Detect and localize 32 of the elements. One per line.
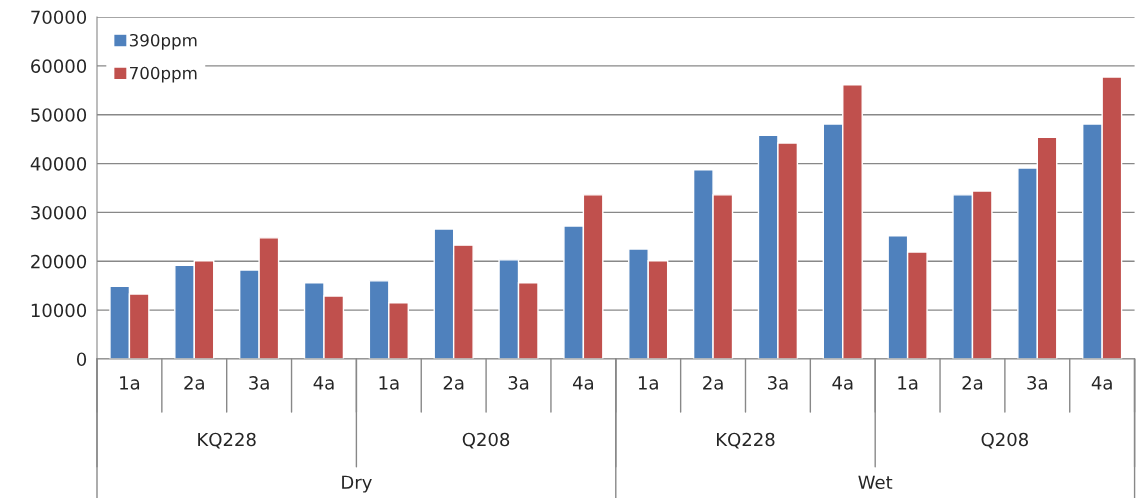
x-tick-label: 1a [120,376,140,390]
y-tick-label: 10000 [31,303,87,318]
text: Wet [858,475,893,490]
x-tick-label: 3a [249,375,269,390]
x-tick-label: 2a [703,375,723,390]
x-tick-label: 2a [184,375,204,390]
y-tick-label: 60000 [31,59,87,73]
text: KQ228 [717,432,775,449]
y-tick-label: 70000 [31,10,87,25]
y-tick-label: 30000 [31,205,87,220]
text: Dry [342,475,372,493]
x-tick-label: 4a [313,376,334,390]
x-tick-label: 4a [1091,376,1112,390]
x-tick-label: 1a [379,376,399,390]
x-tick-label: 3a [1027,375,1047,390]
x-tick-label: 4a [832,376,853,390]
y-tick-label: 0 [76,352,87,367]
x-tick-label: 2a [443,375,464,390]
x-tick-label: 1a [898,376,918,390]
text: KQ228 [198,432,256,449]
x-tick-label: 1a [638,376,658,390]
x-tick-label: 4a [572,376,594,390]
legend-label: 390ppm [129,33,197,50]
y-tick-label: 20000 [31,254,87,269]
text: Q208 [981,432,1028,449]
x-tick-label: 2a [962,375,983,390]
y-tick-label: 50000 [31,108,87,122]
text: Q208 [462,432,510,449]
x-tick-label: 3a [768,375,788,390]
x-tick-label: 3a [508,375,529,390]
y-tick-label: 40000 [30,157,87,171]
legend-label: 700ppm [130,66,197,83]
